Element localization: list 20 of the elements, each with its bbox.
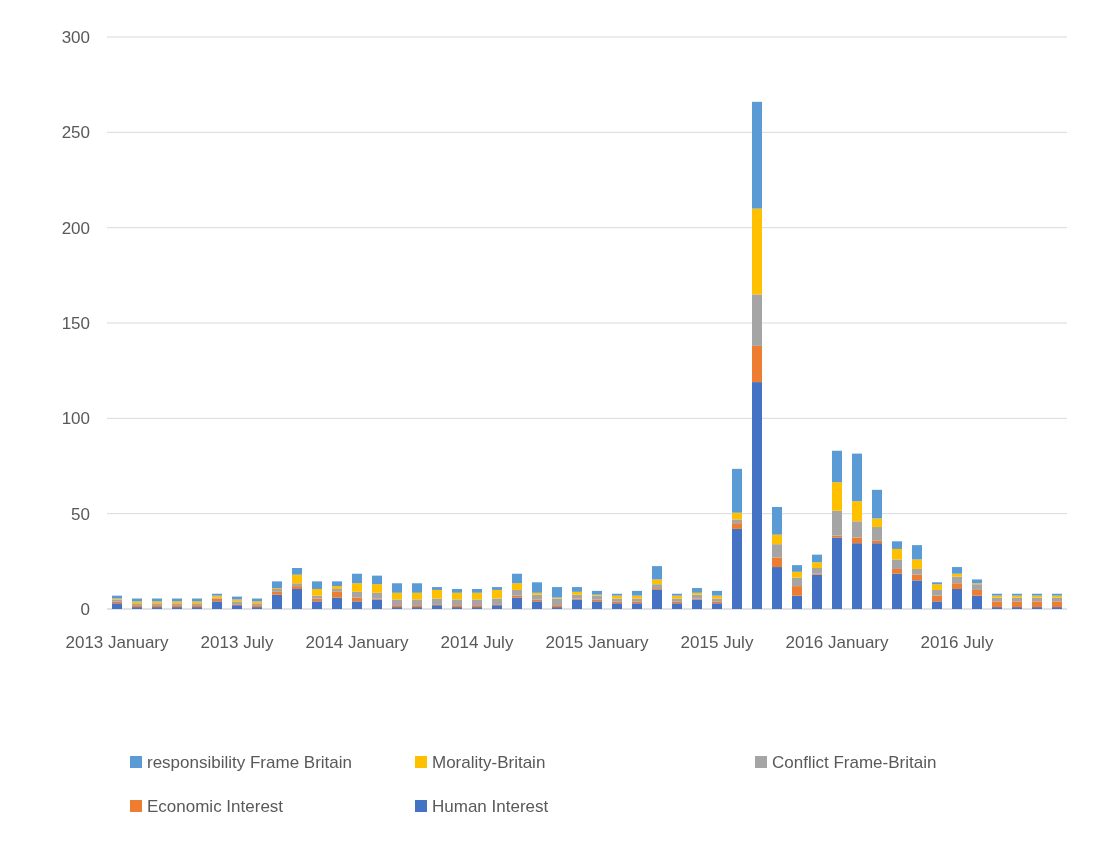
legend-label: Economic Interest [147,796,284,816]
x-tick-label: 2015 January [545,633,650,652]
y-tick-label: 150 [61,313,90,333]
y-tick-label: 200 [61,218,90,238]
y-tick-label: 50 [71,504,90,524]
x-tick-label: 2014 July [440,633,514,652]
y-tick-label: 250 [61,123,90,143]
legend-label: Human Interest [432,796,549,816]
legend-label: Morality-Britain [432,752,546,772]
x-tick-label: 2015 July [680,633,754,652]
y-tick-label: 100 [61,409,90,429]
x-tick-label: 2013 July [200,633,274,652]
x-tick-label: 2016 January [785,633,890,652]
x-tick-label: 2016 July [920,633,994,652]
y-tick-label: 0 [80,599,90,619]
y-tick-label: 300 [61,27,90,47]
legend-label: Conflict Frame-Britain [772,752,937,772]
x-tick-label: 2013 January [65,633,170,652]
x-tick-label: 2014 January [305,633,410,652]
legend-label: responsibility Frame Britain [147,752,353,772]
